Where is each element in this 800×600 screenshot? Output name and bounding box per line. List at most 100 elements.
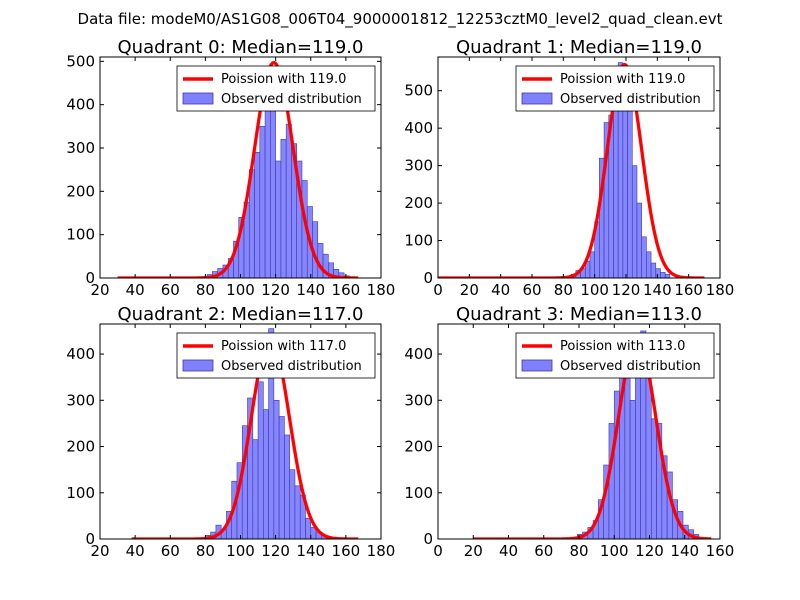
figure-title: Data file: modeM0/AS1G08_006T04_90000018… [78, 10, 723, 29]
legend: Poission with 117.0 Observed distribution [176, 332, 376, 379]
y-tick-label: 100 [404, 232, 433, 250]
histogram-bar [660, 272, 666, 278]
x-tick-label: 80 [196, 281, 215, 299]
y-tick-label: 500 [66, 52, 95, 70]
histogram-bar [641, 236, 647, 278]
legend-hist-swatch [182, 92, 214, 105]
histogram-bar [650, 418, 657, 539]
x-tick-label: 140 [296, 542, 325, 560]
poisson-fit-line-core [116, 61, 359, 278]
x-tick-label: 100 [226, 281, 255, 299]
x-tick-label: 180 [367, 542, 396, 560]
x-tick-label: 120 [261, 281, 290, 299]
y-tick-label: 200 [404, 194, 433, 212]
x-tick-label: 180 [367, 281, 396, 299]
legend-hist-label: Observed distribution [560, 92, 701, 107]
y-tick-label: 100 [66, 226, 95, 244]
panel-title: Quadrant 1: Median=119.0 [456, 37, 702, 58]
legend: Poission with 113.0 Observed distribution [515, 332, 715, 379]
y-tick-label: 200 [66, 182, 95, 200]
legend-hist-label: Observed distribution [560, 359, 701, 374]
legend-hist-swatch [521, 92, 553, 105]
y-tick-label: 200 [404, 438, 433, 456]
histogram-bar [285, 123, 292, 278]
x-tick-label: 160 [674, 281, 703, 299]
histogram-bar [631, 165, 638, 278]
x-tick-label: 40 [126, 281, 145, 299]
histogram-bar [270, 104, 276, 278]
histogram-bar [294, 485, 301, 539]
x-tick-label: 140 [296, 281, 325, 299]
y-tick-label: 500 [404, 82, 433, 100]
poisson-fit-line-core [130, 336, 359, 539]
legend-line-label: Poission with 117.0 [221, 339, 346, 354]
x-tick-label: 40 [491, 281, 510, 299]
x-tick-label: 120 [612, 281, 641, 299]
legend: Poission with 119.0 Observed distribution [515, 65, 715, 112]
histogram-bar [259, 126, 266, 278]
y-tick-label: 400 [66, 345, 95, 363]
histogram-bar [289, 469, 296, 539]
y-tick-label: 400 [404, 345, 433, 363]
plot-content [438, 62, 706, 278]
x-tick-label: 20 [90, 542, 109, 560]
histogram-bar [252, 439, 259, 539]
x-tick-label: 180 [706, 281, 735, 299]
histogram-bar [305, 517, 312, 539]
x-tick-label: 40 [499, 542, 518, 560]
poisson-fit-line-core [472, 337, 712, 539]
histogram-bar [629, 399, 636, 539]
histogram-bar [254, 152, 261, 278]
histogram-bar [278, 416, 285, 539]
histogram-bar [263, 409, 269, 539]
legend-line-label: Poission with 113.0 [560, 339, 685, 354]
y-tick-label: 400 [404, 119, 433, 137]
x-tick-label: 60 [161, 542, 180, 560]
x-tick-label: 100 [580, 281, 609, 299]
y-tick-label: 100 [404, 484, 433, 502]
x-tick-label: 120 [635, 542, 664, 560]
x-tick-label: 160 [706, 542, 735, 560]
x-tick-label: 60 [161, 281, 180, 299]
x-tick-label: 0 [433, 542, 443, 560]
panel-quadrant-3: 0 20 40 60 80 100 120 140 160 0 100 200 300 400 Quadra… [404, 304, 734, 560]
x-tick-label: 60 [522, 281, 541, 299]
panel-quadrant-0: 20 40 60 80 100 120 140 160 180 0 100 200 300 400 500 Q… [66, 37, 395, 299]
legend: Poission with 119.0 Observed distribution [176, 65, 376, 112]
x-tick-label: 160 [332, 281, 361, 299]
histogram-bar [275, 160, 282, 278]
panel-title: Quadrant 2: Median=117.0 [118, 304, 364, 325]
y-tick-label: 300 [66, 391, 95, 409]
poisson-fit-line-core [438, 62, 706, 278]
y-tick-label: 0 [85, 530, 95, 548]
panels: 20 40 60 80 100 120 140 160 1800100200300400500Q… [66, 37, 734, 560]
legend-line-label: Poission with 119.0 [221, 72, 346, 87]
x-tick-label: 80 [196, 542, 215, 560]
histogram-bar [636, 202, 642, 278]
plot-content [130, 328, 360, 539]
y-tick-label: 200 [66, 438, 95, 456]
y-tick-label: 0 [423, 269, 433, 287]
histogram-bar [280, 139, 287, 278]
x-tick-label: 40 [126, 542, 145, 560]
x-tick-label: 60 [534, 542, 553, 560]
y-tick-label: 300 [404, 391, 433, 409]
y-tick-label: 300 [404, 157, 433, 175]
x-tick-label: 140 [670, 542, 699, 560]
x-tick-label: 140 [643, 281, 672, 299]
y-tick-label: 400 [66, 96, 95, 114]
histogram-bar [664, 273, 671, 278]
legend-line-label: Poission with 119.0 [560, 72, 685, 87]
panel-title: Quadrant 0: Median=119.0 [118, 37, 364, 58]
axes-frame [437, 56, 721, 279]
x-tick-label: 80 [554, 281, 573, 299]
legend-hist-swatch [521, 359, 553, 372]
histogram-bar [613, 90, 619, 278]
histogram-bar [257, 381, 264, 539]
y-tick-label: 300 [66, 139, 95, 157]
x-tick-label: 100 [226, 542, 255, 560]
legend-hist-label: Observed distribution [221, 359, 362, 374]
y-tick-label: 0 [85, 269, 95, 287]
panel-quadrant-2: 20 40 60 80 100 120 140 160 180 0 100 200 300 400 Quad… [66, 304, 395, 560]
